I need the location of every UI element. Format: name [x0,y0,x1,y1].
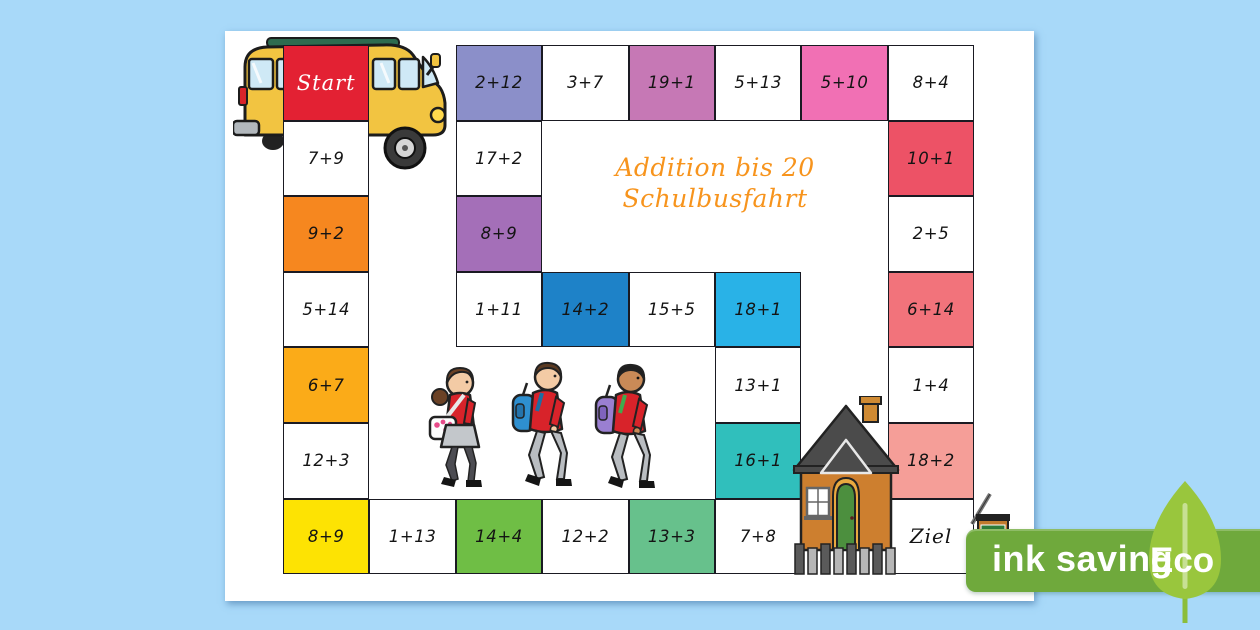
ziel-cell: Ziel [887,498,975,575]
walking-children-icon [428,361,655,488]
board-cell: 5+10 [801,45,888,121]
board-cell: 3+7 [542,45,629,121]
board-cell: 14+2 [542,271,629,348]
board-cell: 6+14 [887,271,975,348]
board-cell: 5+13 [715,45,802,121]
board-cell: 18+1 [715,271,802,348]
board-cell: 1+11 [455,271,543,348]
board-cell: 2+12 [455,45,543,121]
board-cell: 8+4 [887,45,975,121]
title-line-1: Addition bis 20 [615,153,815,182]
board-cell: 6+7 [283,347,370,423]
board-cell: 14+4 [455,498,543,575]
board-cell: 2+5 [887,196,975,272]
board-cell: 19+1 [628,45,715,121]
eco-leaf-icon [1149,481,1221,623]
ink-saving-label: ink saving [992,538,1174,579]
eco-label: Eco [1150,541,1215,580]
board-cell: 9+2 [283,196,370,272]
board-cell: 10+1 [887,120,975,197]
title-line-2: Schulbusfahrt [622,184,808,213]
board-cell: 18+2 [887,423,975,499]
worksheet-page: Addition bis 20 Schulbusfahrt Start 2+12 3… [225,31,1034,601]
board-cell: 17+2 [455,120,543,197]
board-cell: 8+9 [455,196,543,272]
board-cell: 5+14 [283,271,370,348]
board-cell: 12+3 [283,423,370,499]
board-cell: 13+1 [715,347,802,423]
board-cell: 12+2 [542,498,629,575]
boy-blue-backpack [511,361,572,486]
board-cell: 1+4 [887,347,975,423]
board-cell: 8+9 [283,498,370,575]
school-building-icon [792,396,900,575]
girl-with-bag [428,366,482,487]
worksheet-title: Addition bis 20 Schulbusfahrt [545,152,885,214]
board-cell: 7+9 [283,120,370,197]
board-cell: 13+3 [628,498,715,575]
board-cell: 1+13 [369,498,456,575]
board-cell: 7+8 [715,498,802,575]
board-cell: 15+5 [628,271,715,348]
boy-purple-backpack [594,363,655,488]
start-cell: Start [283,45,370,121]
board-cell: 16+1 [715,423,802,499]
